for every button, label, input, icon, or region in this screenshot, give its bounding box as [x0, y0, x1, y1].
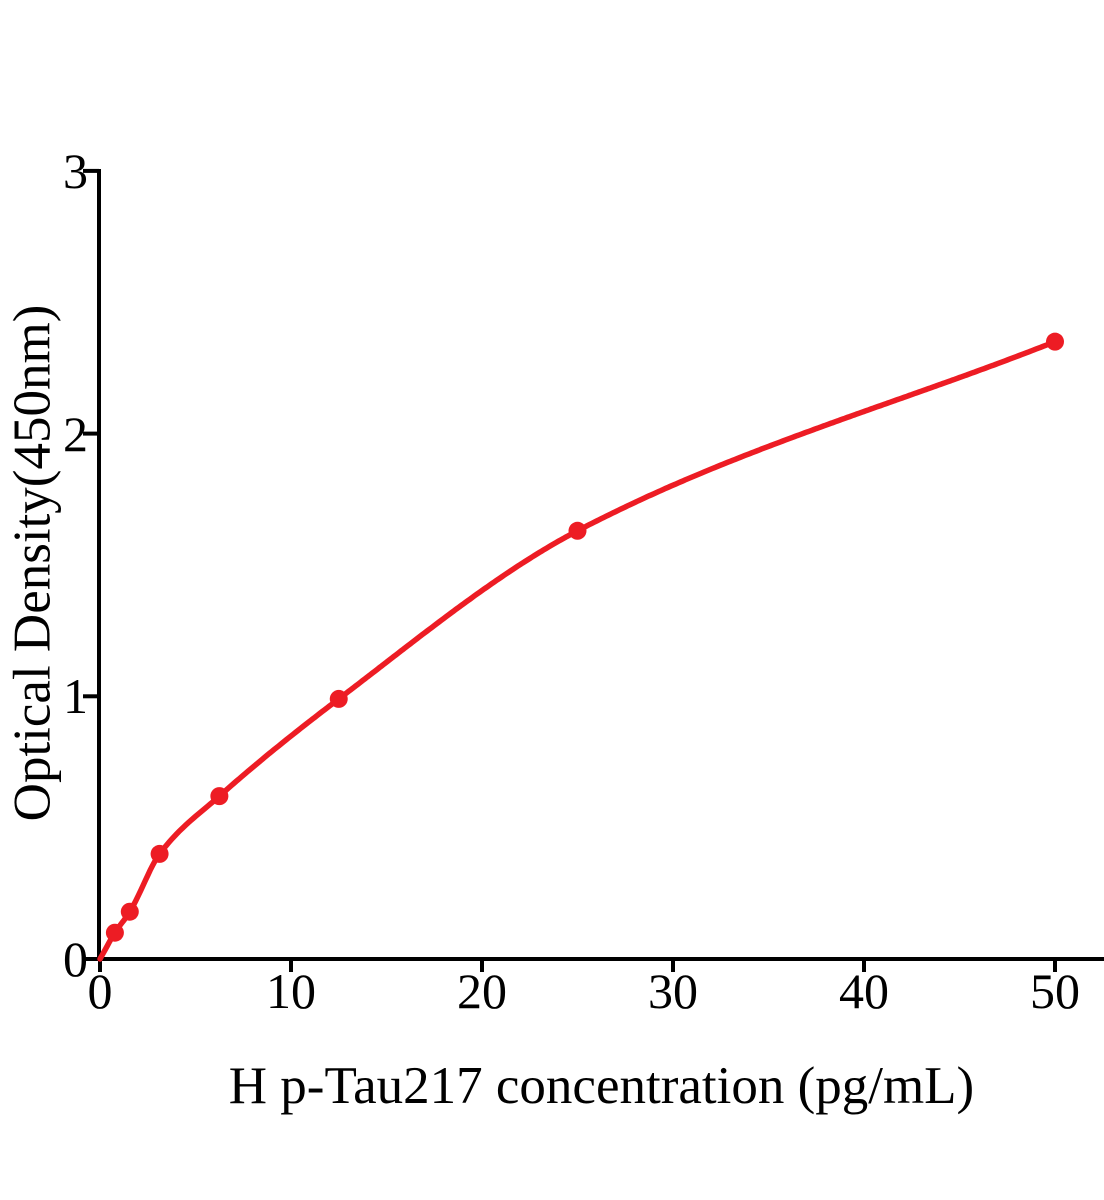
y-axis-title: Optical Density(450nm): [3, 304, 62, 822]
data-point: [568, 521, 587, 540]
y-tick-label-0: 0: [63, 931, 88, 987]
x-axis-title: H p-Tau217 concentration (pg/mL): [228, 1057, 975, 1115]
x-tick-label-3: 30: [648, 963, 698, 1019]
data-point: [1046, 332, 1064, 351]
fit-curve: [97, 338, 1058, 962]
x-tick-label-5: 50: [1030, 963, 1080, 1019]
x-tick-label-2: 20: [457, 963, 507, 1019]
y-tick-label-2: 2: [63, 405, 88, 462]
data-point: [329, 689, 348, 708]
x-tick-label-1: 10: [266, 963, 316, 1019]
x-tick-label-4: 40: [839, 963, 889, 1019]
y-tick-label-1: 1: [63, 668, 88, 725]
data-point: [210, 787, 229, 806]
data-point: [150, 844, 169, 863]
y-tick-label-3: 3: [63, 142, 88, 199]
data-point: [120, 902, 139, 921]
data-point: [105, 923, 124, 942]
x-tick-label-0: 0: [87, 963, 113, 1019]
